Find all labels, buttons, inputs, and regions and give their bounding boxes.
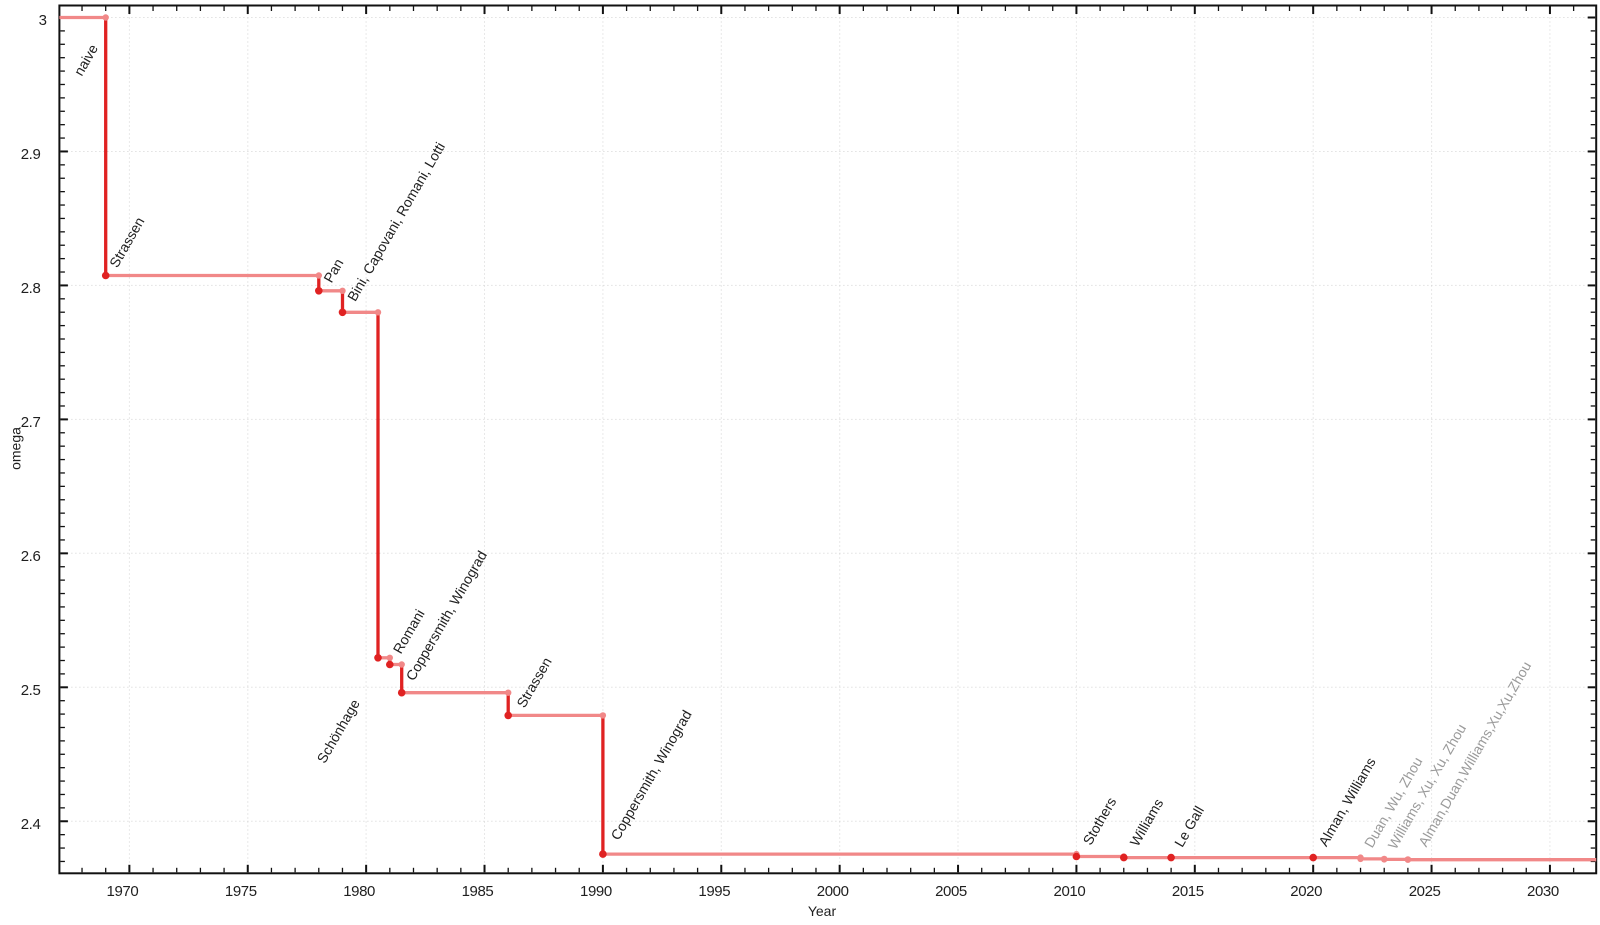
svg-text:2020: 2020 (1290, 883, 1322, 900)
svg-text:1980: 1980 (343, 883, 375, 900)
svg-text:2.7: 2.7 (21, 414, 41, 431)
svg-text:2025: 2025 (1409, 883, 1441, 900)
svg-text:1985: 1985 (462, 883, 494, 900)
svg-text:1975: 1975 (225, 883, 257, 900)
svg-text:2.5: 2.5 (21, 682, 41, 699)
svg-text:2005: 2005 (935, 883, 967, 900)
svg-text:1995: 1995 (698, 883, 730, 900)
svg-text:3: 3 (39, 12, 47, 29)
svg-text:2015: 2015 (1172, 883, 1204, 900)
svg-text:2.4: 2.4 (21, 816, 41, 833)
svg-text:1990: 1990 (580, 883, 612, 900)
svg-text:2.9: 2.9 (21, 146, 41, 163)
svg-text:2.8: 2.8 (21, 280, 41, 297)
svg-text:2.6: 2.6 (21, 548, 41, 565)
svg-text:Year: Year (808, 903, 837, 919)
svg-text:1970: 1970 (107, 883, 139, 900)
svg-text:2000: 2000 (817, 883, 849, 900)
svg-text:omega: omega (7, 427, 23, 470)
svg-text:2030: 2030 (1527, 883, 1559, 900)
svg-text:2010: 2010 (1054, 883, 1086, 900)
